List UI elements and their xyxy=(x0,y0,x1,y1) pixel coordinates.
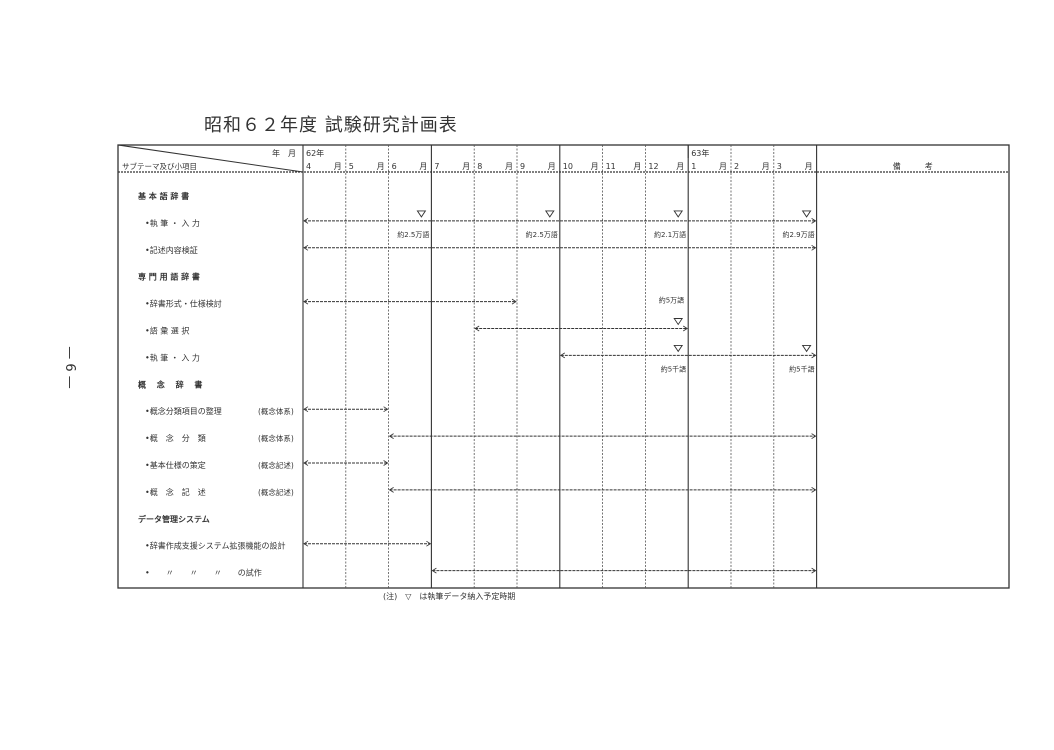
month-number: 9 xyxy=(520,162,525,171)
arrow-left-icon xyxy=(303,298,309,305)
month-suffix: 月 xyxy=(805,162,813,171)
item-category: (概念記述) xyxy=(258,487,294,497)
arrow-left-icon xyxy=(388,487,394,493)
month-number: 10 xyxy=(563,162,573,171)
month-number: 2 xyxy=(734,162,739,171)
item-label: •辞書作成支援システム拡張機能の設計 xyxy=(145,541,285,551)
delivery-triangle-icon xyxy=(673,210,684,218)
arrow-left-icon xyxy=(474,325,480,332)
delivery-triangle-icon xyxy=(544,210,555,218)
section-label: 基 本 語 辞 書 xyxy=(137,191,189,201)
item-category: (概念記述) xyxy=(258,460,294,470)
remarks-header: 備 考 xyxy=(893,161,933,171)
item-label: •執 筆 ・ 入 力 xyxy=(145,352,200,362)
item-label: •語 彙 選 択 xyxy=(145,326,189,336)
arrow-right-icon xyxy=(383,406,389,413)
arrow-right-icon xyxy=(682,325,688,332)
volume-label: 約2.5万語 xyxy=(526,230,558,239)
month-number: 3 xyxy=(777,162,782,171)
item-label: •記述内容検証 xyxy=(145,245,198,255)
corner-top-label: 年 月 xyxy=(272,148,296,158)
month-suffix: 月 xyxy=(762,162,770,171)
table-frame xyxy=(117,144,1010,589)
arrow-left-icon xyxy=(303,406,309,413)
year-label: 63年 xyxy=(691,148,709,158)
arrow-right-icon xyxy=(811,433,817,439)
arrow-right-icon xyxy=(811,352,817,359)
arrow-left-icon xyxy=(303,460,309,466)
arrow-left-icon xyxy=(303,218,309,224)
month-suffix: 月 xyxy=(334,162,342,171)
delivery-triangle-icon xyxy=(673,344,684,353)
arrow-left-icon xyxy=(303,244,309,251)
item-label: •概念分類項目の整理 xyxy=(145,406,222,416)
volume-label: 約5千語 xyxy=(661,364,686,373)
volume-label: 約5万語 xyxy=(659,296,684,305)
delivery-triangle-icon xyxy=(801,210,812,218)
month-number: 6 xyxy=(392,162,397,171)
arrow-right-icon xyxy=(811,567,817,574)
volume-label: 約2.5万語 xyxy=(397,230,429,239)
corner-diagonal xyxy=(117,144,304,173)
arrow-left-icon xyxy=(560,352,566,359)
month-suffix: 月 xyxy=(633,162,641,171)
arrow-right-icon xyxy=(383,460,389,466)
page-title: 昭和６２年度 試験研究計画表 xyxy=(204,115,458,136)
item-label: •執 筆 ・ 入 力 xyxy=(145,218,200,228)
corner-bottom-label: サブテーマ及び小項目 xyxy=(122,161,197,171)
arrow-right-icon xyxy=(511,298,517,305)
item-category: (概念体系) xyxy=(258,433,294,443)
delivery-triangle-icon xyxy=(673,318,684,326)
month-number: 11 xyxy=(606,162,616,171)
arrow-left-icon xyxy=(388,433,394,439)
item-label: •基本仕様の策定 xyxy=(145,460,206,470)
section-label: 専 門 用 語 辞 書 xyxy=(138,272,200,282)
month-suffix: 月 xyxy=(462,162,470,171)
arrow-left-icon xyxy=(431,567,437,574)
month-suffix: 月 xyxy=(377,162,385,171)
month-suffix: 月 xyxy=(548,162,556,171)
month-number: 4 xyxy=(306,162,311,171)
volume-label: 約2.9万語 xyxy=(782,230,814,239)
item-label: • 〃 〃 〃 の試作 xyxy=(145,568,262,578)
volume-label: 約5千語 xyxy=(789,364,814,373)
volume-label: 約2.1万語 xyxy=(654,230,686,239)
month-suffix: 月 xyxy=(676,162,684,171)
arrow-right-icon xyxy=(811,244,817,251)
delivery-triangle-icon xyxy=(801,344,812,353)
month-number: 5 xyxy=(349,162,354,171)
item-category: (概念体系) xyxy=(258,406,294,416)
year-label: 62年 xyxy=(306,148,324,158)
month-suffix: 月 xyxy=(419,162,427,171)
legend-note: (注) ▽ は執筆データ納入予定時期 xyxy=(383,592,516,601)
month-number: 1 xyxy=(691,162,696,171)
section-label: 概 念 辞 書 xyxy=(138,379,202,389)
month-suffix: 月 xyxy=(505,162,513,171)
month-suffix: 月 xyxy=(591,162,599,171)
section-label: データ管理システム xyxy=(138,514,210,524)
delivery-triangle-icon xyxy=(416,210,427,218)
arrow-right-icon xyxy=(811,487,817,493)
month-suffix: 月 xyxy=(719,162,727,171)
arrow-left-icon xyxy=(303,540,309,547)
month-number: 12 xyxy=(648,162,658,171)
arrow-right-icon xyxy=(811,218,817,224)
month-number: 7 xyxy=(434,162,439,171)
item-label: •概 念 記 述 xyxy=(145,487,206,497)
month-number: 8 xyxy=(477,162,482,171)
item-label: •概 念 分 類 xyxy=(145,433,206,443)
item-label: •辞書形式・仕様検討 xyxy=(145,299,222,309)
arrow-right-icon xyxy=(426,540,432,547)
